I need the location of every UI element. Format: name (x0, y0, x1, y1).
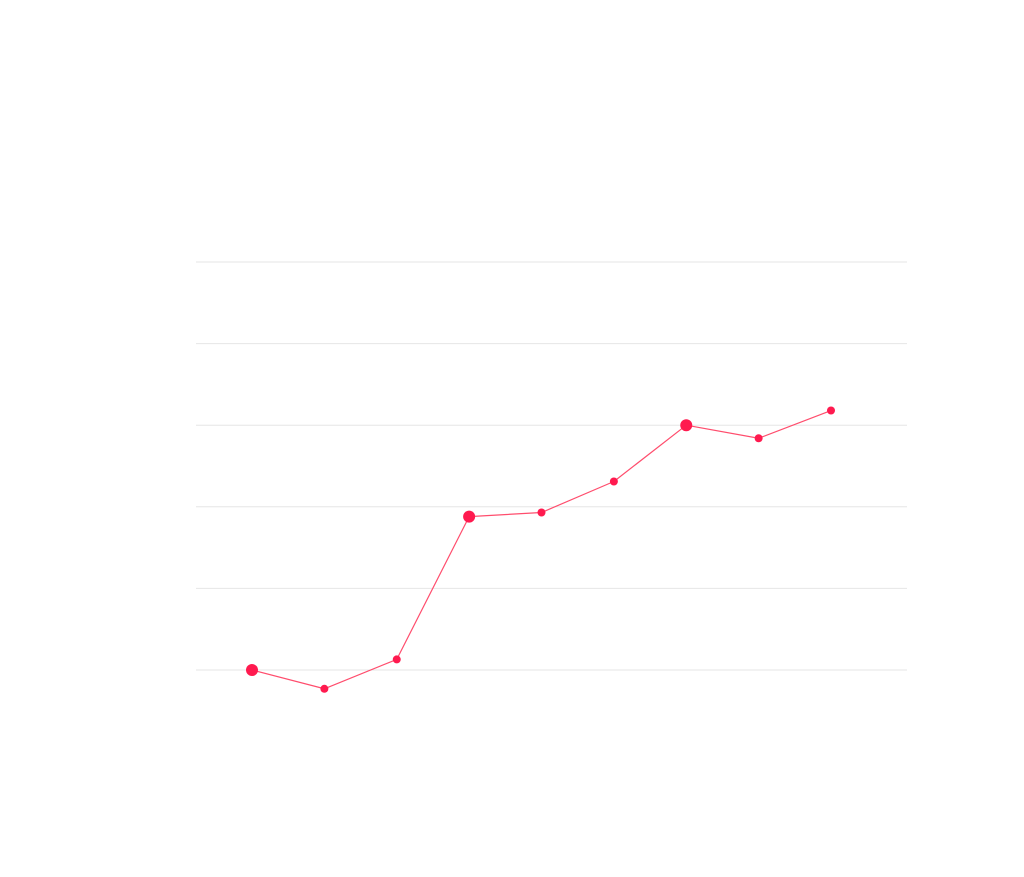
data-point-1[interactable] (246, 664, 258, 676)
series-markers (246, 406, 835, 693)
series-0-segment-6 (685, 424, 760, 439)
data-point-5[interactable] (537, 508, 546, 517)
data-point-2[interactable] (320, 684, 329, 693)
data-point-8[interactable] (754, 434, 763, 443)
data-point-3[interactable] (392, 655, 401, 664)
series-0-segment-3 (468, 511, 543, 518)
data-point-7[interactable] (680, 419, 693, 432)
series-0-segment-5 (613, 424, 687, 483)
data-point-9[interactable] (827, 406, 835, 415)
series-0-segment-2 (396, 515, 470, 660)
data-point-4[interactable] (463, 510, 476, 523)
series-lines (251, 409, 832, 690)
series-0-segment-7 (758, 409, 832, 439)
series-0-segment-4 (540, 480, 615, 514)
series-0-segment-1 (323, 658, 398, 690)
gridlines (196, 261, 907, 671)
data-point-6[interactable] (609, 477, 618, 486)
series-0-segment-0 (251, 669, 325, 690)
